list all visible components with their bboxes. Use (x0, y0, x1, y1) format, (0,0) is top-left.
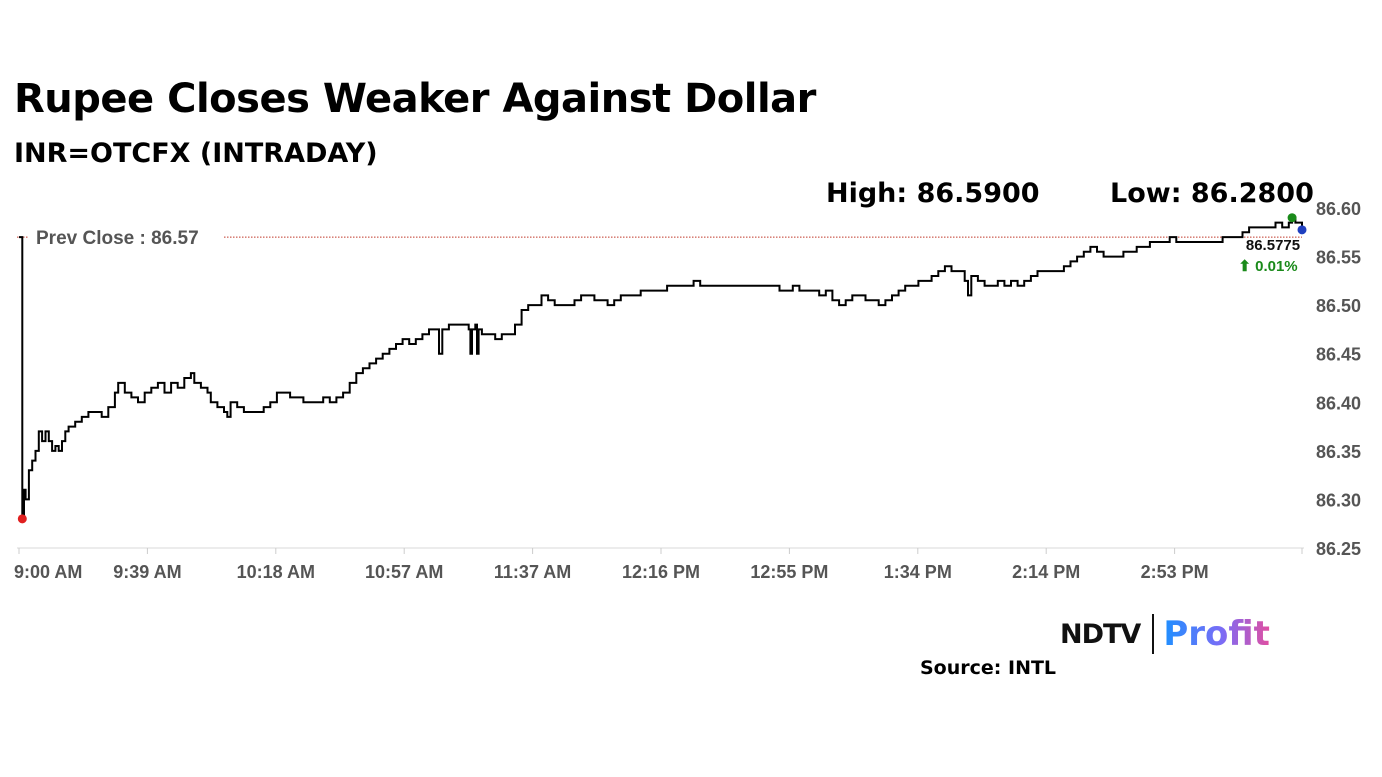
profit-wordmark: Profit (1163, 614, 1270, 654)
series-line-inr (19, 216, 1303, 520)
last-marker (1297, 225, 1307, 235)
y-tick-label: 86.25 (1316, 539, 1361, 559)
y-tick-label: 86.50 (1316, 296, 1361, 316)
chart-title: Rupee Closes Weaker Against Dollar (14, 76, 816, 122)
ndtv-wordmark: NDTV (1060, 618, 1141, 650)
x-axis-ticks: 9:00 AM 9:39 AM 10:18 AM 10:57 AM 11:37 AM 12… (14, 548, 1303, 582)
y-tick-label: 86.60 (1316, 199, 1361, 219)
x-tick-label: 11:37 AM (494, 562, 571, 582)
y-tick-label: 86.45 (1316, 345, 1361, 365)
x-tick-label: 10:57 AM (365, 562, 443, 582)
prev-close-label: Prev Close : 86.57 (36, 228, 199, 249)
high-marker (1287, 213, 1297, 223)
y-tick-label: 86.30 (1316, 490, 1361, 510)
low-marker (17, 514, 27, 524)
low-label: Low: 86.2800 (1110, 178, 1314, 209)
last-value-label: 86.5775 (1246, 237, 1300, 254)
x-tick-label: 9:00 AM (14, 562, 82, 582)
x-tick-label: 1:34 PM (884, 562, 952, 582)
ndtv-profit-logo: NDTV Profit (1060, 612, 1270, 656)
y-tick-label: 86.35 (1316, 442, 1361, 462)
x-tick-label: 2:14 PM (1012, 562, 1080, 582)
x-tick-label: 12:55 PM (750, 562, 828, 582)
chart-subtitle: INR=OTCFX (INTRADAY) (14, 138, 378, 169)
high-label: High: 86.5900 (826, 178, 1040, 209)
x-tick-label: 2:53 PM (1141, 562, 1209, 582)
last-change-label: ⬆ 0.01% (1238, 258, 1297, 275)
y-tick-label: 86.55 (1316, 248, 1361, 268)
prev-close-label-bg (28, 225, 224, 250)
source-label: Source: INTL (920, 657, 1057, 679)
x-tick-label: 9:39 AM (113, 562, 181, 582)
chart-markers (17, 213, 1307, 524)
y-axis-ticks: 86.60 86.55 86.50 86.45 86.40 86.35 86.30 86.25 (1316, 199, 1361, 559)
x-tick-label: 10:18 AM (237, 562, 315, 582)
logo-divider (1152, 614, 1155, 654)
y-tick-label: 86.40 (1316, 393, 1361, 413)
x-tick-label: 12:16 PM (622, 562, 700, 582)
